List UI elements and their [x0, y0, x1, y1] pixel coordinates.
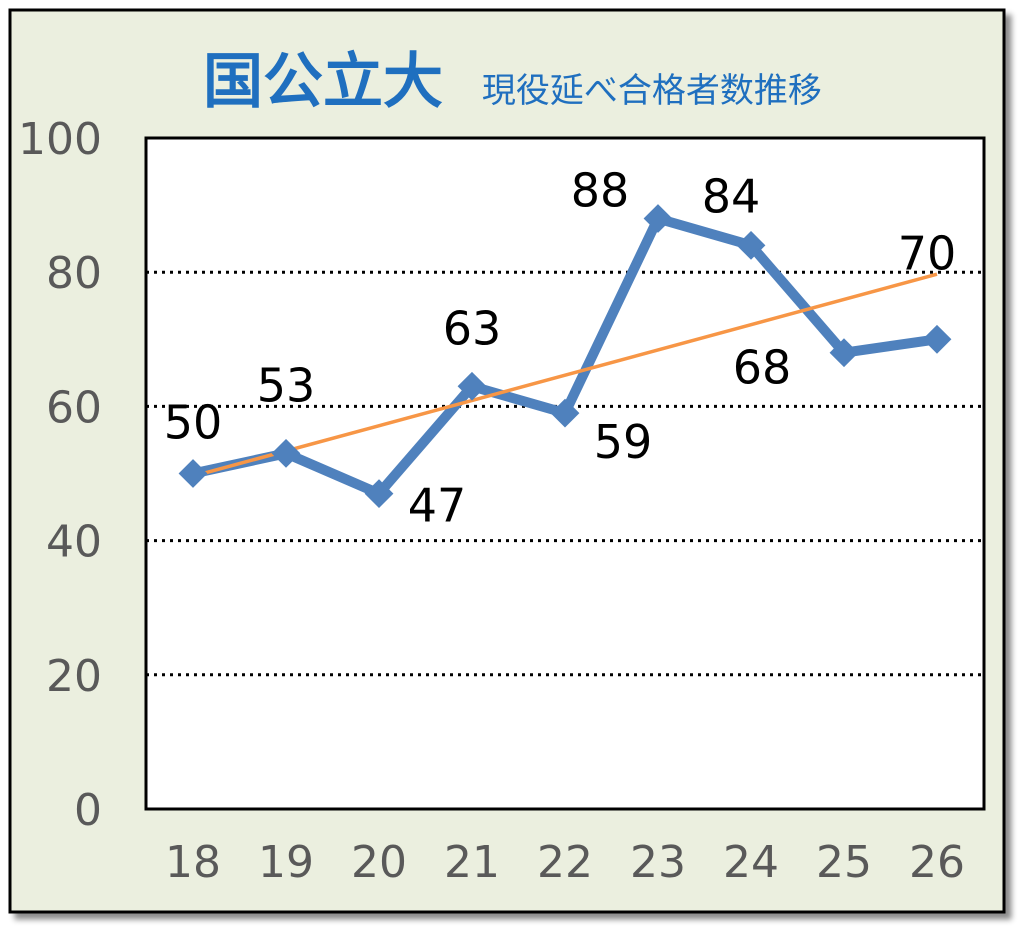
data-label-26: 70 — [898, 226, 957, 280]
marker-layer — [178, 204, 952, 509]
y-tick-label-40: 40 — [46, 517, 102, 568]
y-tick-label-60: 60 — [46, 382, 102, 433]
x-tick-label-23: 23 — [630, 837, 686, 888]
chart-subtitle: 現役延べ合格者数推移 — [482, 71, 822, 111]
y-tick-label-80: 80 — [46, 248, 102, 299]
x-tick-label-21: 21 — [444, 837, 500, 888]
y-tick-label-0: 0 — [74, 785, 102, 836]
y-tick-label-20: 20 — [46, 651, 102, 702]
data-point-20 — [364, 479, 394, 509]
data-point-25 — [829, 338, 859, 368]
x-tick-label-24: 24 — [723, 837, 779, 888]
x-tick-label-22: 22 — [537, 837, 593, 888]
y-tick-label-100: 100 — [18, 114, 102, 165]
data-point-21 — [457, 371, 487, 401]
data-label-19: 53 — [257, 358, 316, 412]
plot-area — [144, 136, 986, 811]
x-tick-label-18: 18 — [165, 837, 221, 888]
x-tick-label-25: 25 — [816, 837, 872, 888]
data-point-23 — [643, 204, 673, 233]
svg-text:国公立大 現役延べ合格者数推移: 国公立大 現役延べ合格者数推移 — [203, 47, 822, 117]
x-tick-label-19: 19 — [258, 837, 314, 888]
data-label-20: 47 — [408, 479, 467, 533]
y-axis-tick-labels: 0 20 40 60 80 100 — [18, 114, 102, 836]
data-point-18 — [178, 459, 208, 488]
data-label-layer: 50 53 47 63 59 88 84 68 70 — [164, 164, 957, 533]
data-point-22 — [550, 398, 580, 428]
data-label-22: 59 — [594, 415, 653, 469]
x-tick-label-20: 20 — [351, 837, 407, 888]
trendline — [192, 272, 938, 478]
x-tick-label-26: 26 — [909, 837, 965, 888]
chart-title: 国公立大 — [203, 47, 443, 117]
x-axis-tick-labels: 18 19 20 21 22 23 24 25 26 — [165, 837, 965, 888]
trendline-layer — [192, 272, 938, 478]
data-label-25: 68 — [733, 341, 792, 395]
data-label-21: 63 — [443, 301, 502, 355]
data-label-24: 84 — [702, 169, 761, 223]
data-label-18: 50 — [164, 396, 223, 450]
data-point-26 — [922, 324, 952, 354]
data-point-24 — [736, 230, 766, 260]
data-label-23: 88 — [571, 164, 630, 218]
data-point-19 — [271, 438, 301, 468]
